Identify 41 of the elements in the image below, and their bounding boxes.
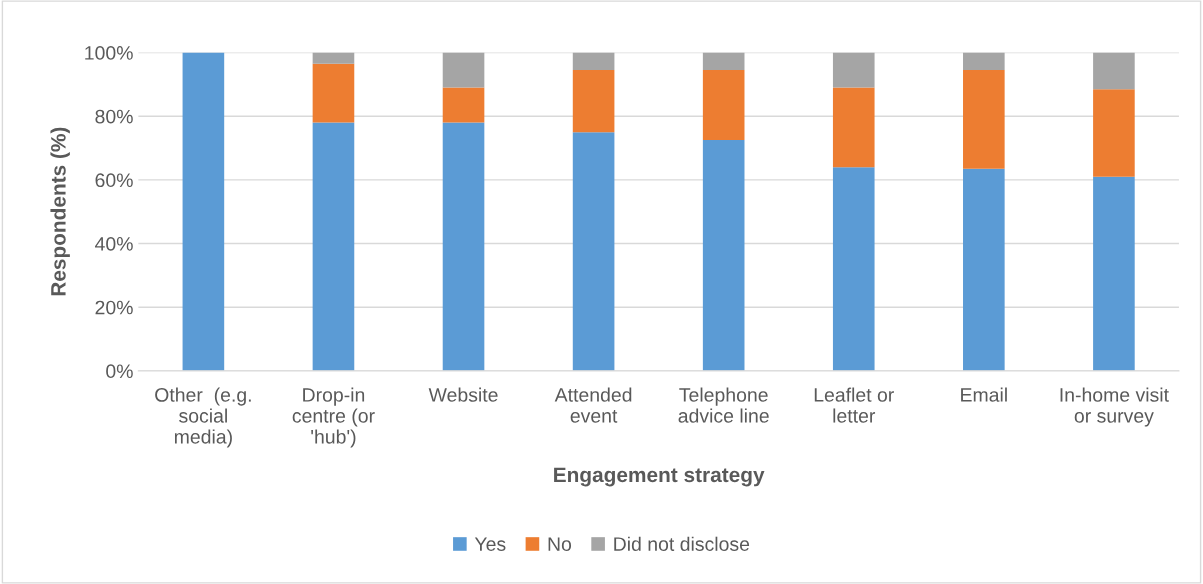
- bar: [182, 52, 225, 371]
- x-tick-label: Attended event: [554, 387, 632, 423]
- legend-label: Did not disclose: [614, 536, 750, 551]
- x-axis-title: Engagement strategy: [554, 467, 765, 487]
- bar: [963, 52, 1005, 71]
- bar: [312, 52, 355, 64]
- bar: [572, 132, 615, 371]
- y-tick-label: 100%: [85, 46, 133, 60]
- bar: [832, 87, 875, 168]
- bar: [963, 168, 1005, 371]
- bar: [963, 70, 1005, 169]
- bar: [572, 70, 615, 133]
- x-tick-label: Telephone advice line: [678, 387, 769, 423]
- x-tick-label: In-home visit or survey: [1060, 387, 1169, 427]
- bar: [1093, 89, 1135, 177]
- y-tick-label: 60%: [95, 173, 133, 188]
- bar: [1093, 176, 1135, 371]
- bar: [442, 87, 485, 123]
- bar: [702, 70, 745, 141]
- bar: [312, 122, 355, 371]
- bar: [702, 52, 745, 71]
- bar: [1093, 52, 1135, 90]
- bar: [442, 52, 485, 88]
- legend-label: No: [548, 537, 572, 551]
- y-tick-label: 80%: [95, 109, 133, 124]
- legend-label: Yes: [474, 537, 506, 551]
- x-tick-label: Drop-in centre (or 'hub'): [292, 387, 375, 448]
- y-tick-label: 20%: [95, 300, 133, 315]
- bar: [312, 63, 355, 123]
- x-tick-label: Other (e.g. social media): [155, 387, 251, 448]
- bar: [832, 167, 875, 371]
- bar: [572, 52, 615, 71]
- y-axis-title: Respondents (%): [50, 127, 70, 296]
- bar: [832, 52, 875, 88]
- bar: [702, 140, 745, 371]
- x-tick-label: Website: [428, 387, 498, 402]
- bar: [442, 122, 485, 371]
- x-tick-label: Leaflet or letter: [814, 387, 894, 423]
- y-tick-label: 0%: [106, 364, 133, 379]
- x-tick-label: Email: [961, 387, 1007, 402]
- y-tick-label: 40%: [95, 237, 133, 251]
